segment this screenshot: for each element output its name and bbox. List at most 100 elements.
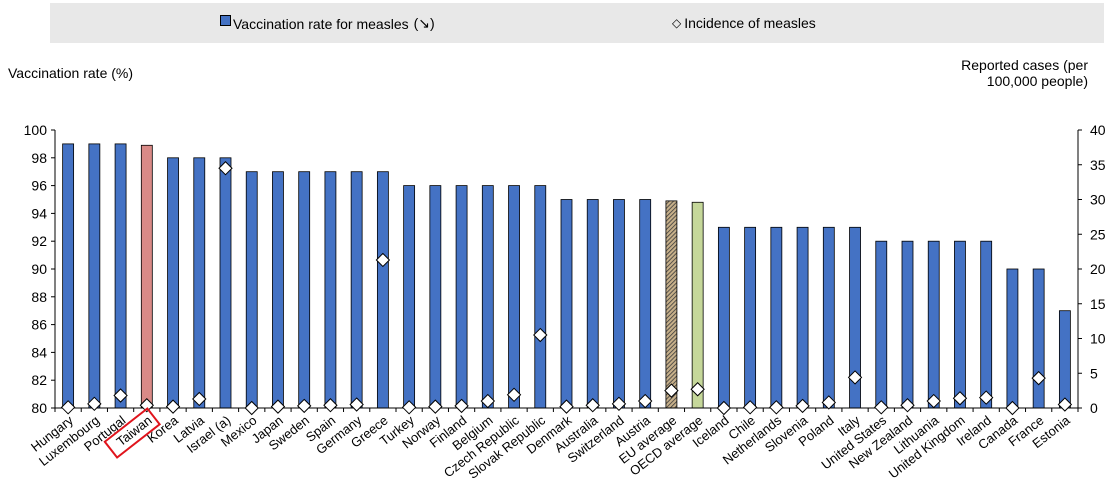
incidence-diamond <box>952 391 968 406</box>
vaccination-bar <box>717 226 730 409</box>
incidence-diamond <box>192 391 207 407</box>
legend-item-vaccination: Vaccination rate for measles (↘) <box>220 15 435 32</box>
incidence-diamond <box>218 161 233 176</box>
legend-item-incidence: ◇ Incidence of measles <box>672 15 816 31</box>
incidence-diamond <box>244 400 259 416</box>
vaccination-bar <box>114 143 127 409</box>
vaccination-bar <box>298 171 311 409</box>
left-axis-title: Vaccination rate (%) <box>8 65 134 81</box>
legend-arrow-label: (↘) <box>413 15 435 31</box>
vaccination-bar <box>62 143 75 409</box>
right-tick-label: 0 <box>1090 400 1098 416</box>
right-tick-label: 15 <box>1090 296 1106 312</box>
vaccination-bar <box>875 240 888 409</box>
incidence-diamond <box>87 396 102 412</box>
incidence-diamond <box>401 400 417 415</box>
right-tick-label: 25 <box>1090 226 1106 242</box>
incidence-diamond <box>480 393 496 409</box>
incidence-diamond <box>1005 400 1020 416</box>
incidence-diamond <box>664 383 679 398</box>
vaccination-bar <box>1006 268 1019 409</box>
vaccination-bar <box>665 200 678 409</box>
vaccination-bar <box>508 185 520 409</box>
legend-vaccination-label: Vaccination rate for measles <box>233 15 409 32</box>
vaccination-bar <box>88 143 101 409</box>
incidence-diamond <box>637 393 653 409</box>
vaccination-bar <box>219 157 232 409</box>
right-tick-label: 40 <box>1090 122 1106 138</box>
vaccination-bar <box>770 226 783 409</box>
incidence-diamond <box>716 400 732 416</box>
incidence-diamond <box>611 396 627 412</box>
left-tick-label: 84 <box>31 344 47 360</box>
vaccination-bar <box>324 171 337 409</box>
left-tick-label: 94 <box>31 205 47 221</box>
incidence-diamond <box>847 370 863 385</box>
incidence-diamond <box>349 397 364 412</box>
vaccination-bar <box>613 199 625 409</box>
vaccination-bar <box>980 240 993 409</box>
highlight-box <box>103 407 162 459</box>
vaccination-bar <box>429 185 442 409</box>
incidence-diamond <box>113 388 128 403</box>
vaccination-bar <box>1058 310 1071 409</box>
vaccination-bar <box>376 171 389 409</box>
left-tick-label: 80 <box>31 400 47 416</box>
legend: Vaccination rate for measles (↘) ◇ Incid… <box>50 3 1104 43</box>
right-tick-label: 30 <box>1090 192 1106 208</box>
right-axis-title: Reported cases (per 100,000 people) <box>961 57 1088 89</box>
vaccination-bar <box>954 240 966 409</box>
right-axis-title-line1: Reported cases (per <box>961 57 1088 73</box>
incidence-diamond <box>900 398 915 413</box>
incidence-diamond <box>1031 370 1046 386</box>
incidence-diamond <box>375 252 391 268</box>
right-tick-label: 5 <box>1090 365 1098 381</box>
right-tick-label: 20 <box>1090 261 1106 277</box>
vaccination-bar <box>744 226 757 409</box>
left-tick-label: 92 <box>31 233 47 249</box>
incidence-diamond <box>690 382 705 397</box>
vaccination-bar <box>193 157 206 409</box>
vaccination-bar <box>796 226 809 409</box>
incidence-diamond <box>978 390 994 405</box>
vaccination-bar <box>901 240 914 409</box>
incidence-diamond <box>323 398 338 413</box>
legend-bar-swatch-icon <box>220 15 231 26</box>
left-tick-label: 96 <box>31 178 47 194</box>
incidence-diamond <box>559 399 574 414</box>
left-tick-label: 88 <box>31 289 47 305</box>
incidence-diamond <box>821 395 837 410</box>
right-tick-label: 10 <box>1090 331 1106 347</box>
vaccination-bar <box>167 157 179 409</box>
vaccination-bar <box>534 185 547 409</box>
incidence-diamond <box>585 398 600 413</box>
incidence-diamond <box>533 327 548 343</box>
legend-incidence-label: Incidence of measles <box>684 15 816 31</box>
vaccination-bar <box>822 226 835 409</box>
vaccination-bar <box>403 185 416 409</box>
left-tick-label: 90 <box>31 261 47 277</box>
vaccination-bar <box>140 144 153 409</box>
incidence-diamond <box>165 399 181 414</box>
vaccination-bar <box>350 171 363 409</box>
incidence-diamond <box>874 400 889 415</box>
vaccination-bar <box>560 199 573 409</box>
left-tick-label: 82 <box>31 372 47 388</box>
vaccination-bar <box>272 171 284 409</box>
vaccination-bar <box>455 185 468 409</box>
vaccination-bar <box>639 199 652 409</box>
vaccination-bar <box>481 185 494 409</box>
incidence-diamond <box>795 398 810 414</box>
vaccination-bar <box>927 240 940 409</box>
left-tick-label: 100 <box>24 122 48 138</box>
incidence-diamond <box>769 400 784 415</box>
left-tick-label: 98 <box>31 150 47 166</box>
vaccination-bar <box>691 201 704 409</box>
incidence-diamond <box>296 398 312 414</box>
incidence-diamond <box>506 387 522 403</box>
incidence-diamond <box>60 400 76 415</box>
incidence-diamond <box>428 399 443 414</box>
incidence-diamond <box>926 393 941 409</box>
incidence-diamond <box>742 400 758 415</box>
